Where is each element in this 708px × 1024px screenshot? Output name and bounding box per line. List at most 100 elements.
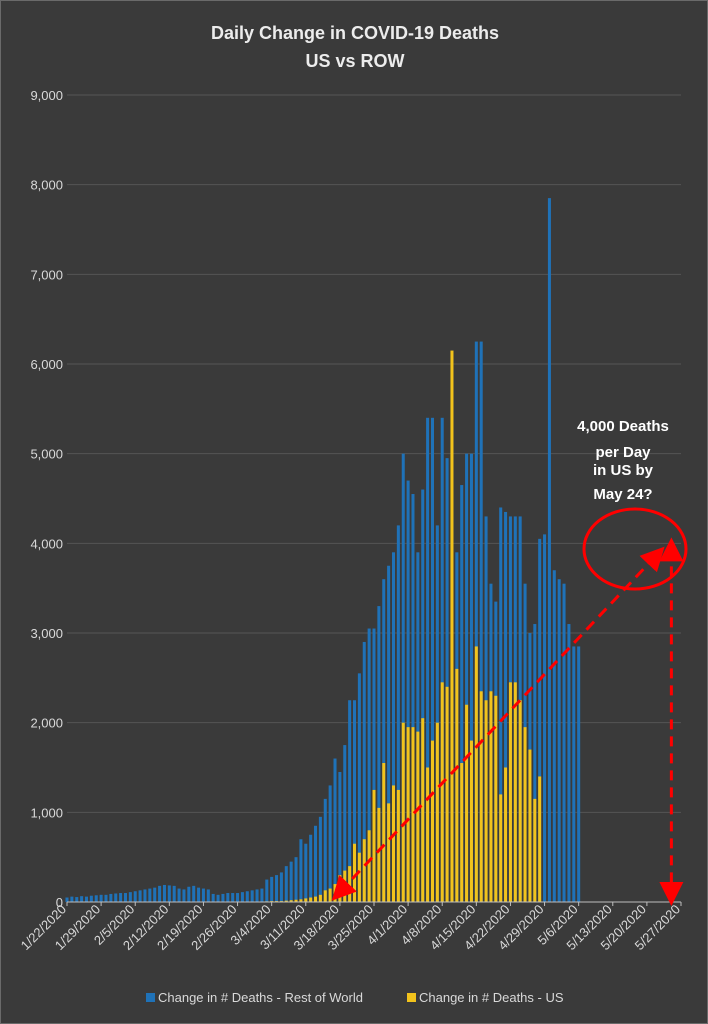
bar-us (523, 727, 527, 902)
y-tick-label: 8,000 (30, 178, 63, 193)
annotation-line-1: 4,000 Deaths (577, 418, 669, 435)
bar-us (333, 884, 337, 902)
bar-rest-of-world (104, 894, 108, 902)
y-axis-ticks: 0 1,000 2,000 3,000 4,000 5,000 6,000 7,000 8,00… (30, 88, 63, 910)
bar-rest-of-world (167, 885, 171, 902)
bar-us (513, 682, 517, 902)
bar-us (396, 789, 400, 902)
bar-rest-of-world (99, 894, 103, 902)
bar-us (323, 890, 327, 902)
bar-us (411, 727, 415, 902)
bar-rest-of-world (114, 893, 118, 902)
bar-us (518, 700, 522, 902)
bar-rest-of-world (153, 887, 157, 902)
bar-rest-of-world (289, 861, 293, 902)
annotation-line-2: per Day (595, 444, 651, 461)
bar-us (479, 691, 483, 902)
y-tick-label: 4,000 (30, 536, 63, 551)
bar-us (304, 898, 308, 902)
bar-us (469, 740, 473, 902)
legend-swatch-rest-of-world (146, 993, 155, 1002)
annotation-line-4: May 24? (593, 486, 652, 503)
bar-rest-of-world (162, 884, 166, 902)
bar-rest-of-world (270, 876, 274, 902)
bar-us (460, 763, 464, 902)
bar-rest-of-world (294, 857, 298, 902)
bar-us (391, 785, 395, 902)
bar-rest-of-world (240, 892, 244, 902)
bar-rest-of-world (265, 879, 269, 902)
bar-rest-of-world (158, 885, 162, 902)
bar-rest-of-world (279, 872, 283, 902)
bar-rest-of-world (572, 646, 576, 902)
bar-rest-of-world (557, 579, 561, 902)
y-tick-label: 3,000 (30, 626, 63, 641)
bar-rest-of-world (211, 893, 215, 902)
bar-rest-of-world (177, 888, 181, 902)
y-tick-label: 2,000 (30, 716, 63, 731)
bar-rest-of-world (543, 534, 547, 902)
bar-us (382, 763, 386, 902)
bar-us (440, 682, 444, 902)
bar-rest-of-world (567, 624, 571, 902)
bar-us (357, 852, 361, 902)
gridlines (67, 94, 681, 813)
y-tick-label: 6,000 (30, 357, 63, 372)
bar-us (401, 722, 405, 902)
y-tick-label: 1,000 (30, 805, 63, 820)
bar-rest-of-world (187, 886, 191, 902)
bar-us (450, 350, 454, 902)
legend: Change in # Deaths - Rest of World Chang… (146, 990, 564, 1005)
x-axis: 1/22/20201/29/20202/5/20202/12/20202/19/… (18, 901, 683, 953)
bar-rest-of-world (250, 890, 254, 902)
bar-us (387, 803, 391, 902)
bar-us (455, 668, 459, 902)
bar-rest-of-world (84, 896, 88, 902)
bar-rest-of-world (143, 889, 147, 902)
trend-arrow (331, 546, 665, 901)
bar-rest-of-world (547, 198, 551, 902)
bar-rest-of-world (318, 816, 322, 902)
bar-us (284, 900, 288, 902)
bar-us (533, 798, 537, 902)
bar-us (348, 866, 352, 902)
y-tick-label: 9,000 (30, 88, 63, 103)
legend-label-us: Change in # Deaths - US (419, 990, 564, 1005)
bar-us (318, 894, 322, 902)
bar-rest-of-world (323, 798, 327, 902)
bar-rest-of-world (221, 893, 225, 902)
bar-us (489, 691, 493, 902)
bar-us (508, 682, 512, 902)
annotation-group: 4,000 Deaths per Day in US by May 24? (331, 418, 688, 906)
annotation-line-3: in US by (593, 462, 654, 479)
bar-rest-of-world (333, 758, 337, 902)
bar-rest-of-world (128, 892, 132, 902)
legend-swatch-us (407, 993, 416, 1002)
bar-us (289, 900, 293, 902)
bar-rest-of-world (75, 897, 79, 902)
bar-us (474, 646, 478, 902)
bar-rest-of-world (182, 889, 186, 902)
bar-rest-of-world (192, 885, 196, 902)
bar-rest-of-world (309, 834, 313, 902)
bar-rest-of-world (148, 888, 152, 902)
bar-rest-of-world (206, 889, 210, 902)
bar-us (416, 731, 420, 902)
bar-rest-of-world (65, 897, 69, 902)
bar-us (294, 899, 298, 902)
bar-us (430, 740, 434, 902)
bar-rest-of-world (245, 891, 249, 902)
bar-rest-of-world (109, 893, 113, 902)
bar-rest-of-world (304, 843, 308, 902)
bar-us (372, 789, 376, 902)
bar-us (504, 767, 508, 902)
bar-rest-of-world (562, 583, 566, 902)
annotation-circle (582, 507, 688, 591)
bar-us (314, 896, 318, 902)
bar-rest-of-world (172, 885, 176, 902)
bar-us (435, 722, 439, 902)
bar-rest-of-world (260, 888, 264, 902)
bar-us (445, 686, 449, 902)
bar-rest-of-world (197, 887, 201, 902)
